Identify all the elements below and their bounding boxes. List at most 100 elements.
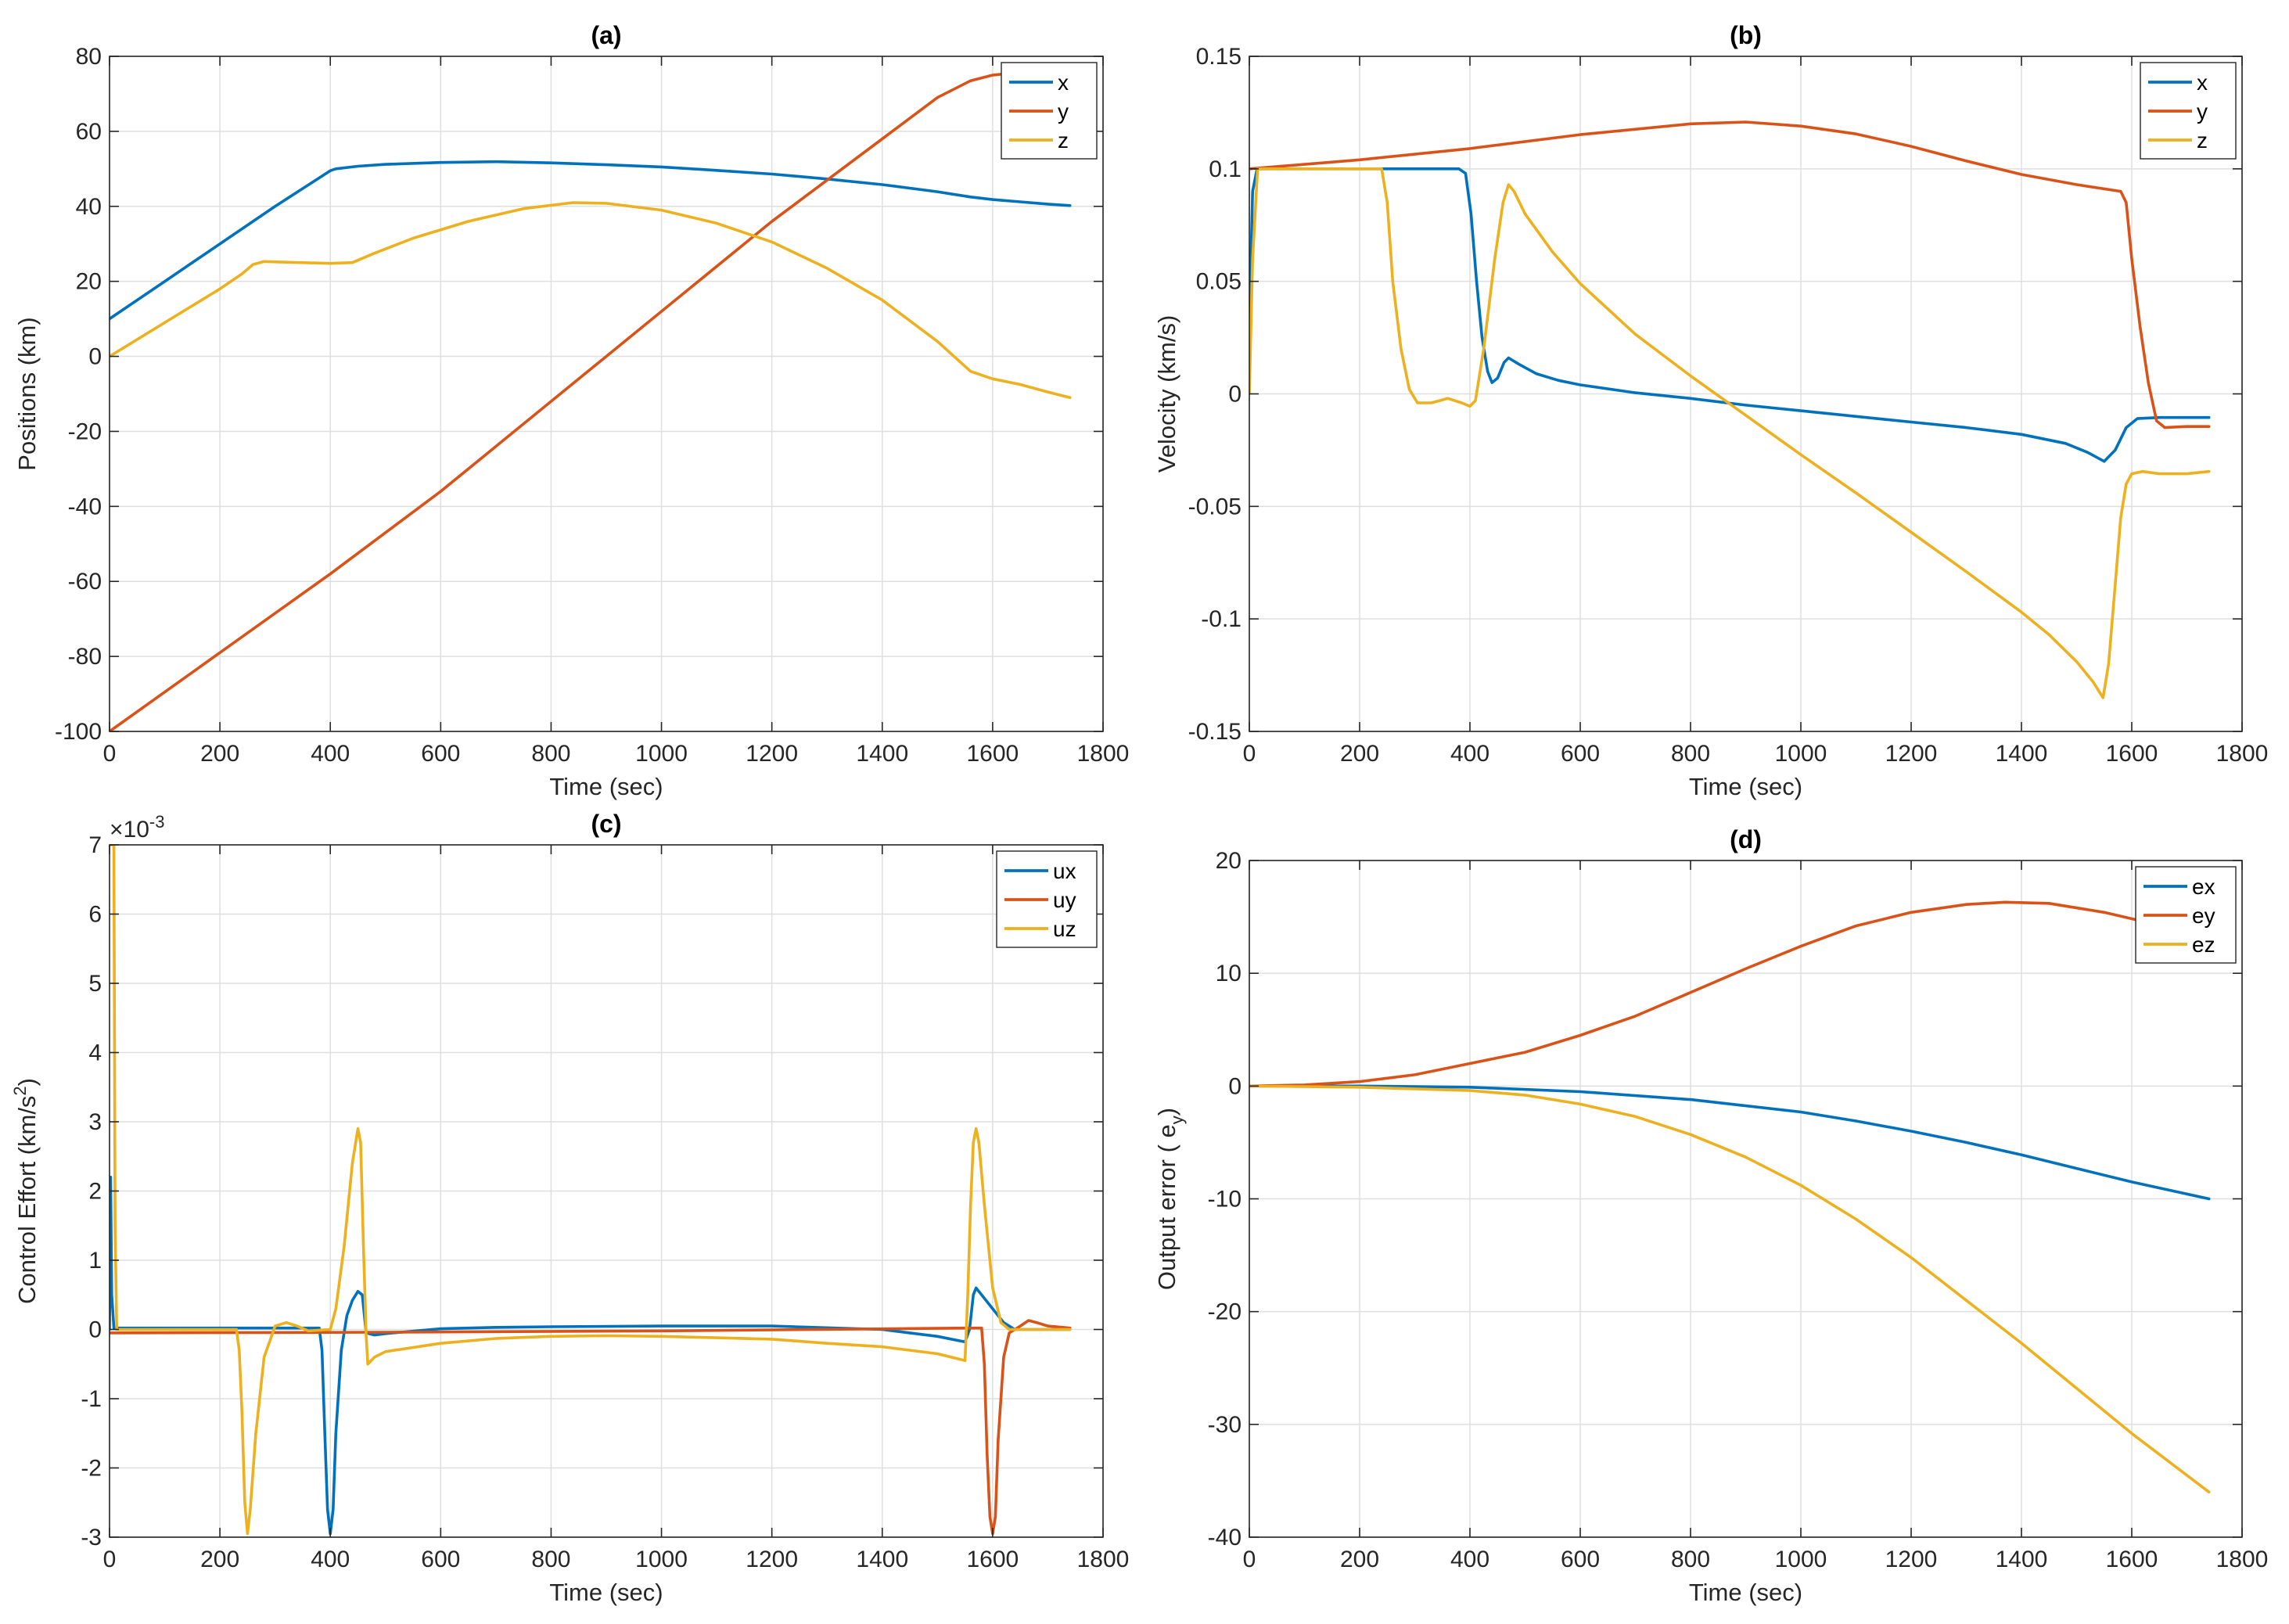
x-tick-label: 1000	[1775, 741, 1827, 767]
panel-c: 0 200 400 600 800 1000 1200 1400 1600 1800 -3 -2 -1 0…	[10, 810, 1129, 1606]
legend: ex ey ez	[2135, 866, 2237, 964]
x-tick-label: 1200	[1885, 1547, 1938, 1572]
x-tick-label: 1200	[1885, 741, 1938, 767]
legend-label-ex: ex	[2192, 875, 2215, 899]
panel-title: (d)	[1730, 825, 1762, 853]
y-tick-label: 60	[76, 119, 102, 145]
y-tick-label: 20	[1216, 848, 1242, 874]
x-tick-label: 800	[531, 1547, 570, 1572]
axis-exponent-label: ×10-3	[110, 812, 164, 843]
x-tick-label: 1000	[635, 1547, 688, 1572]
series-line-ey	[1249, 900, 2144, 1088]
x-tick-label: 800	[1671, 741, 1710, 767]
legend: xyz	[2140, 62, 2237, 160]
x-tick-label: 400	[1450, 1547, 1489, 1572]
legend: ux uy uz	[996, 850, 1098, 948]
legend-label-ez: ez	[2192, 932, 2215, 957]
x-tick-label: 600	[1561, 741, 1600, 767]
x-tick-label: 0	[1243, 1547, 1256, 1572]
x-tick-label: 200	[200, 1547, 239, 1572]
x-tick-label: 1000	[635, 741, 688, 767]
y-tick-label: 6	[88, 902, 102, 928]
legend-label-y: y	[2197, 99, 2208, 124]
y-tick-label: 5	[88, 971, 102, 997]
series-line-z	[110, 201, 1072, 400]
x-tick-label: 0	[1243, 741, 1256, 767]
y-tick-label: 0.05	[1196, 269, 1242, 295]
y-tick-label: -3	[81, 1525, 102, 1550]
x-tick-label: 1200	[746, 741, 798, 767]
x-tick-label: 600	[421, 1547, 460, 1572]
series-line-x	[1249, 167, 2211, 463]
x-tick-label: 600	[421, 741, 460, 767]
y-tick-label: -40	[68, 494, 102, 519]
x-tick-label: 200	[1340, 741, 1379, 767]
x-tick-label: 400	[1450, 741, 1489, 767]
series-group	[1249, 900, 2211, 1494]
x-tick-label: 1800	[2216, 1547, 2269, 1572]
y-tick-label: 2	[88, 1179, 102, 1205]
series-line-ez	[1249, 1084, 2211, 1494]
y-tick-label: -20	[1208, 1299, 1242, 1325]
y-tick-label: 7	[88, 832, 102, 858]
x-tick-label: 1800	[1077, 741, 1130, 767]
x-tick-label: 1600	[2106, 741, 2158, 767]
x-tick-label: 1400	[1996, 741, 2048, 767]
legend-label-z: z	[1058, 128, 1069, 153]
x-axis-label: Time (sec)	[1689, 773, 1802, 800]
plot-area	[110, 56, 1103, 731]
x-tick-label: 1400	[856, 1547, 908, 1572]
y-tick-label: 0	[88, 1317, 102, 1343]
legend-label-x: x	[2197, 70, 2208, 95]
y-tick-label: 40	[76, 194, 102, 220]
x-axis-label: Time (sec)	[549, 1579, 663, 1606]
x-tick-label: 400	[311, 741, 350, 767]
y-tick-label: 1	[88, 1248, 102, 1274]
y-axis-label: Output error ( ey)	[1153, 1108, 1187, 1290]
x-tick-label: 1800	[1077, 1547, 1130, 1572]
series-line-x	[110, 160, 1072, 321]
x-tick-label: 400	[311, 1547, 350, 1572]
series-group	[1249, 120, 2211, 699]
y-tick-label: 0	[88, 344, 102, 370]
y-axis-label: Positions (km)	[13, 317, 41, 470]
x-tick-label: 1200	[746, 1547, 798, 1572]
y-tick-label: -10	[1208, 1187, 1242, 1213]
series-line-y	[1249, 120, 2211, 429]
legend-label-x: x	[1058, 70, 1069, 95]
series-line-ux	[110, 1176, 1072, 1536]
y-tick-label: -0.1	[1201, 606, 1242, 632]
x-tick-label: 800	[1671, 1547, 1710, 1572]
x-tick-label: 0	[103, 741, 117, 767]
panel-b: 0 200 400 600 800 1000 1200 1400 1600 1800 -0.15 -0…	[1153, 21, 2268, 800]
y-tick-label: -60	[68, 569, 102, 595]
y-tick-label: -0.15	[1188, 719, 1242, 745]
series-group	[110, 72, 1072, 731]
y-tick-label: 0	[1228, 382, 1242, 408]
panel-title: (a)	[591, 21, 621, 49]
panel-d: 0 200 400 600 800 1000 1200 1400 1600 1800-40-30-…	[1153, 825, 2268, 1606]
x-tick-label: 1000	[1775, 1547, 1827, 1572]
y-tick-label: 20	[76, 269, 102, 295]
series-line-y	[110, 72, 1005, 731]
x-tick-label: 1400	[856, 741, 908, 767]
series-line-z	[1249, 167, 2211, 699]
y-tick-label: -0.05	[1188, 494, 1242, 519]
panel-title: (c)	[591, 810, 621, 838]
y-tick-label: -30	[1208, 1412, 1242, 1438]
legend-label-uy: uy	[1053, 888, 1076, 912]
x-tick-label: 1600	[967, 741, 1019, 767]
y-tick-label: 0.1	[1209, 156, 1242, 182]
x-tick-label: 0	[103, 1547, 117, 1572]
y-tick-label: -100	[55, 719, 102, 745]
y-tick-label: 3	[88, 1109, 102, 1135]
legend-label-y: y	[1058, 99, 1069, 124]
y-tick-label: -40	[1208, 1525, 1242, 1550]
axes-frame	[109, 56, 1104, 732]
y-axis-label: Velocity (km/s)	[1153, 315, 1180, 473]
y-tick-label: -1	[81, 1386, 102, 1412]
x-tick-label: 800	[531, 741, 570, 767]
x-tick-label: 600	[1561, 1547, 1600, 1572]
x-tick-label: 200	[200, 741, 239, 767]
